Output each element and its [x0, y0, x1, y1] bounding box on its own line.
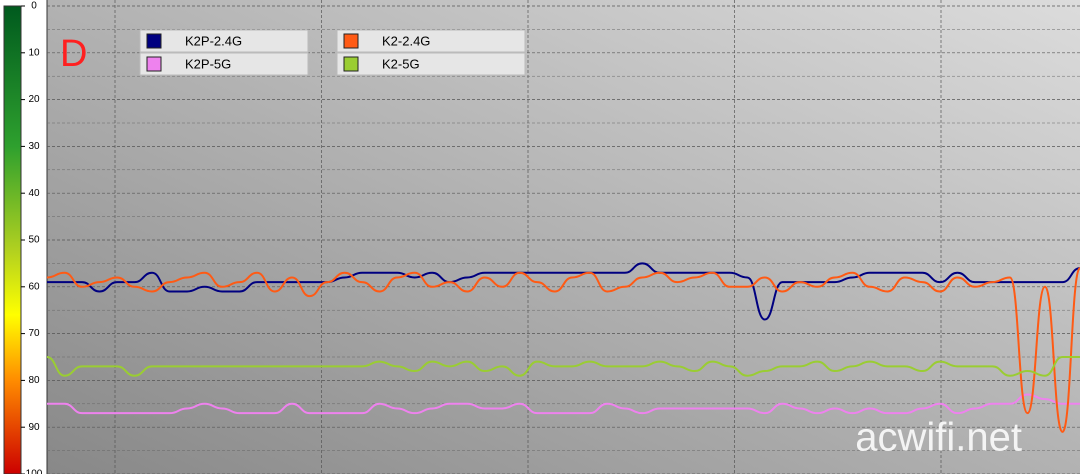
y-tick-label: 90: [28, 422, 40, 433]
vertical-grid: [114, 0, 942, 474]
color-scale: [3, 5, 22, 474]
panel-label: D: [60, 33, 87, 75]
series-line: [46, 267, 1080, 433]
legend-label: K2-5G: [382, 56, 420, 71]
y-tick-label: 20: [28, 94, 40, 105]
y-tick-label: 30: [28, 141, 40, 152]
y-tick-label: 80: [28, 375, 40, 386]
legend-label: K2P-5G: [185, 56, 231, 71]
legend-label: K2-2.4G: [382, 33, 430, 48]
y-tick-label: 0: [31, 1, 37, 12]
y-tick-label: 100: [26, 469, 43, 474]
legend-swatch: [343, 33, 359, 49]
grid: [47, 5, 1080, 474]
legend-box: [336, 29, 526, 53]
series-line: [47, 393, 1080, 415]
legend-swatch: [146, 56, 162, 72]
legend-label: K2P-2.4G: [185, 33, 242, 48]
y-tick-label: 40: [28, 188, 40, 199]
plot-area: [47, 0, 1080, 474]
series-line: [47, 262, 1080, 321]
legend: K2P-2.4G K2P-5G K2-2.4G K2-5G: [139, 29, 526, 76]
y-tick-label: 70: [28, 328, 40, 339]
legend-swatch: [146, 33, 162, 49]
series-lines: [46, 262, 1080, 433]
legend-box: [336, 52, 526, 76]
y-tick-label: 10: [28, 47, 40, 58]
series-line: [46, 356, 1080, 377]
y-tick-label: 50: [28, 235, 40, 246]
legend-swatch: [343, 56, 359, 72]
legend-box: [139, 52, 309, 76]
legend-box: [139, 29, 309, 53]
y-tick-label: 60: [28, 281, 40, 292]
watermark: acwifi.net: [855, 416, 1022, 460]
